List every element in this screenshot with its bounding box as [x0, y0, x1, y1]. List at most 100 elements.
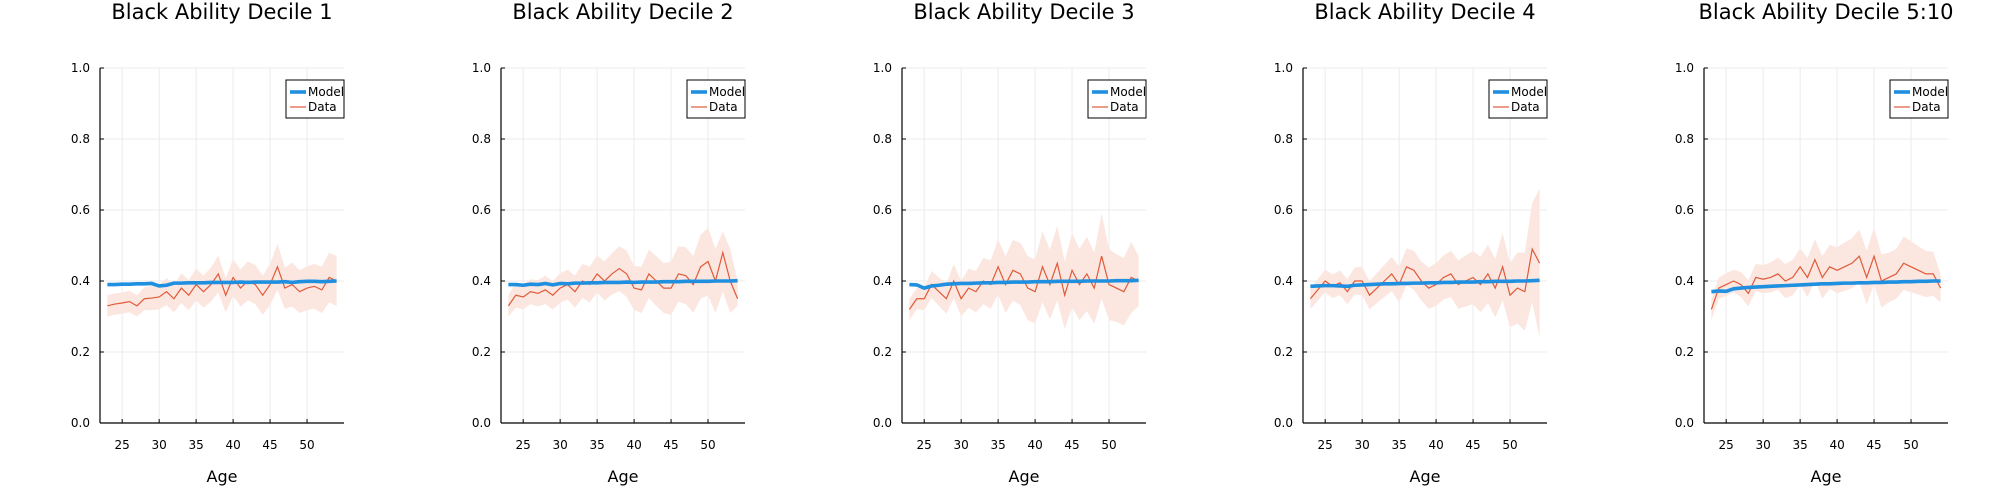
- y-tick-label: 0.8: [472, 132, 491, 146]
- chart-panel-2: Black Ability Decile 2 0.0 0.2 0.4 0.6 0.8 1.0…: [472, 0, 746, 486]
- data-series-line: [1710, 254, 1942, 310]
- data-confidence-band: [909, 213, 1139, 329]
- legend-label-model: Model: [1511, 85, 1547, 99]
- model-series-line: [1711, 279, 1941, 294]
- x-axis-label: Age: [1410, 467, 1441, 486]
- x-tick-label: 50: [1903, 438, 1918, 452]
- x-tick-label: 35: [589, 438, 604, 452]
- chart-panel-3: Black Ability Decile 3 0.0 0.2 0.4 0.6 0.8 1.0…: [873, 0, 1147, 486]
- chart-title: Black Ability Decile 2: [512, 0, 733, 24]
- y-tick-label: 1.0: [71, 61, 90, 75]
- x-tick-label: 25: [115, 438, 130, 452]
- x-tick-label: 30: [1355, 438, 1370, 452]
- y-tick-label: 1.0: [1675, 61, 1694, 75]
- x-tick-label: 50: [1502, 438, 1517, 452]
- model-series-line: [1310, 278, 1540, 289]
- x-tick-label: 40: [225, 438, 240, 452]
- legend-label-data: Data: [308, 100, 337, 114]
- y-tick-label: 0.0: [1274, 416, 1293, 430]
- x-tick-label: 45: [1465, 438, 1480, 452]
- x-tick-label: 25: [917, 438, 932, 452]
- y-tick-label: 0.4: [472, 274, 491, 288]
- y-tick-label: 0.4: [1675, 274, 1694, 288]
- y-tick-label: 0.4: [71, 274, 90, 288]
- y-tick-label: 0.2: [873, 345, 892, 359]
- x-tick-label: 25: [1318, 438, 1333, 452]
- legend-box: [686, 79, 746, 119]
- y-tick-label: 0.2: [71, 345, 90, 359]
- legend-label-model: Model: [1110, 85, 1146, 99]
- x-tick-label: 30: [152, 438, 167, 452]
- y-tick-label: 1.0: [873, 61, 892, 75]
- y-tick-label: 0.8: [1675, 132, 1694, 146]
- y-tick-label: 0.2: [1274, 345, 1293, 359]
- x-tick-label: 50: [700, 438, 715, 452]
- x-tick-label: 35: [188, 438, 203, 452]
- x-tick-label: 50: [299, 438, 314, 452]
- legend-box: [1889, 79, 1949, 119]
- model-series-line: [508, 278, 738, 288]
- y-tick-label: 0.8: [1274, 132, 1293, 146]
- x-tick-label: 45: [1866, 438, 1881, 452]
- y-tick-label: 0.4: [1274, 274, 1293, 288]
- chart-panel-1: Black Ability Decile 1 0.0 0.2 0.4 0.6 0.8 1.0…: [71, 0, 345, 486]
- chart-title: Black Ability Decile 4: [1314, 0, 1535, 24]
- y-tick-label: 0.0: [873, 416, 892, 430]
- x-tick-label: 40: [1829, 438, 1844, 452]
- x-tick-label: 45: [262, 438, 277, 452]
- x-tick-label: 25: [516, 438, 531, 452]
- x-tick-label: 35: [990, 438, 1005, 452]
- data-series-line: [107, 265, 337, 307]
- y-tick-label: 0.8: [71, 132, 90, 146]
- y-tick-label: 0.0: [1675, 416, 1694, 430]
- x-tick-label: 30: [954, 438, 969, 452]
- x-tick-label: 35: [1792, 438, 1807, 452]
- x-tick-label: 40: [626, 438, 641, 452]
- x-tick-label: 40: [1428, 438, 1443, 452]
- legend-label-data: Data: [1511, 100, 1540, 114]
- chart-title: Black Ability Decile 1: [111, 0, 332, 24]
- chart-panel-5: Black Ability Decile 5:10 0.0 0.2 0.4 0.6 0.8…: [1675, 0, 1954, 486]
- data-confidence-band: [1310, 188, 1540, 338]
- y-tick-label: 0.6: [1274, 203, 1293, 217]
- legend-label-model: Model: [1912, 85, 1948, 99]
- x-axis-label: Age: [1009, 467, 1040, 486]
- data-confidence-band: [1711, 227, 1941, 321]
- y-tick-label: 1.0: [1274, 61, 1293, 75]
- data-series-line: [507, 250, 739, 307]
- chart-panel-4: Black Ability Decile 4 0.0 0.2 0.4 0.6 0.8 1.0…: [1274, 0, 1548, 486]
- model-series-line: [909, 278, 1139, 290]
- chart-title: Black Ability Decile 5:10: [1698, 0, 1953, 24]
- chart-title: Black Ability Decile 3: [913, 0, 1134, 24]
- legend-box: [1087, 79, 1147, 119]
- legend-label-model: Model: [308, 85, 344, 99]
- y-tick-label: 1.0: [472, 61, 491, 75]
- y-tick-label: 0.6: [472, 203, 491, 217]
- y-tick-label: 0.2: [472, 345, 491, 359]
- legend-box: [285, 79, 345, 119]
- y-tick-label: 0.6: [1675, 203, 1694, 217]
- legend-box: [1488, 79, 1548, 119]
- legend-label-model: Model: [709, 85, 745, 99]
- y-tick-label: 0.6: [873, 203, 892, 217]
- data-confidence-band: [508, 227, 738, 317]
- x-tick-label: 45: [1064, 438, 1079, 452]
- y-tick-label: 0.4: [873, 274, 892, 288]
- y-tick-label: 0.0: [71, 416, 90, 430]
- y-tick-label: 0.0: [472, 416, 491, 430]
- x-axis-label: Age: [1811, 467, 1842, 486]
- x-tick-label: 25: [1719, 438, 1734, 452]
- y-tick-label: 0.8: [873, 132, 892, 146]
- x-tick-label: 30: [1756, 438, 1771, 452]
- legend-label-data: Data: [1912, 100, 1941, 114]
- x-tick-label: 45: [663, 438, 678, 452]
- x-tick-label: 30: [553, 438, 568, 452]
- y-tick-label: 0.2: [1675, 345, 1694, 359]
- x-tick-label: 50: [1101, 438, 1116, 452]
